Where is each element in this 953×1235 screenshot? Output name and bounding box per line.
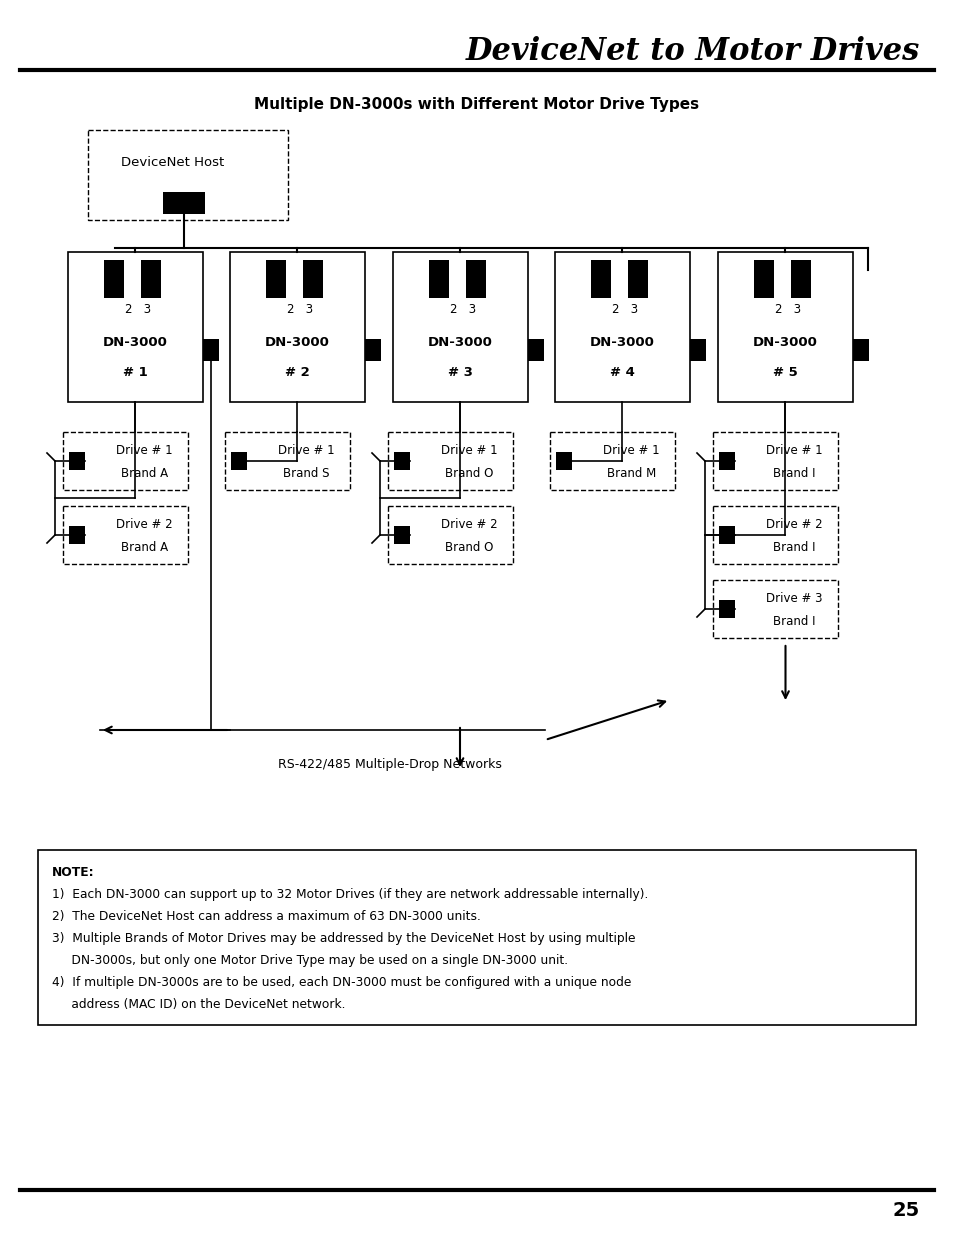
Bar: [754, 261, 774, 298]
Text: Drive # 2: Drive # 2: [765, 517, 821, 531]
Text: # 1: # 1: [123, 366, 148, 378]
Text: Brand O: Brand O: [445, 467, 493, 480]
Text: Drive # 1: Drive # 1: [765, 445, 821, 457]
Bar: [627, 261, 647, 298]
Text: Drive # 1: Drive # 1: [277, 445, 335, 457]
Text: address (MAC ID) on the DeviceNet network.: address (MAC ID) on the DeviceNet networ…: [52, 998, 345, 1011]
Bar: [388, 506, 513, 564]
Bar: [790, 261, 810, 298]
Bar: [88, 130, 288, 220]
Text: 2   3: 2 3: [775, 303, 801, 316]
Text: Brand I: Brand I: [772, 541, 815, 555]
Text: # 5: # 5: [772, 366, 797, 378]
Text: # 3: # 3: [448, 366, 473, 378]
Text: DN-3000: DN-3000: [590, 336, 655, 348]
Bar: [63, 506, 188, 564]
Bar: [163, 191, 205, 214]
Text: Brand I: Brand I: [772, 615, 815, 629]
Bar: [303, 261, 322, 298]
Bar: [104, 261, 124, 298]
Text: Drive # 1: Drive # 1: [116, 445, 172, 457]
Bar: [555, 252, 689, 403]
Text: Brand A: Brand A: [121, 467, 168, 480]
Text: Brand M: Brand M: [606, 467, 655, 480]
Bar: [69, 452, 85, 471]
Bar: [719, 452, 734, 471]
Bar: [388, 432, 513, 490]
Bar: [719, 526, 734, 543]
Text: DN-3000: DN-3000: [428, 336, 493, 348]
Bar: [365, 338, 380, 361]
Text: Brand A: Brand A: [121, 541, 168, 555]
Bar: [231, 452, 247, 471]
Bar: [527, 338, 543, 361]
Text: # 4: # 4: [609, 366, 635, 378]
Bar: [718, 252, 852, 403]
Text: 25: 25: [892, 1200, 919, 1219]
Text: DN-3000: DN-3000: [752, 336, 817, 348]
Bar: [591, 261, 611, 298]
Text: 2   3: 2 3: [125, 303, 152, 316]
Bar: [394, 452, 410, 471]
Bar: [465, 261, 485, 298]
Text: Drive # 1: Drive # 1: [440, 445, 497, 457]
Text: Multiple DN-3000s with Different Motor Drive Types: Multiple DN-3000s with Different Motor D…: [254, 98, 699, 112]
Bar: [394, 526, 410, 543]
Bar: [203, 338, 219, 361]
Bar: [550, 432, 675, 490]
Bar: [712, 506, 837, 564]
Text: Drive # 2: Drive # 2: [440, 517, 497, 531]
Bar: [429, 261, 449, 298]
Bar: [63, 432, 188, 490]
Bar: [141, 261, 161, 298]
Bar: [69, 526, 85, 543]
Text: Drive # 3: Drive # 3: [765, 592, 821, 605]
Bar: [225, 432, 350, 490]
Text: Brand S: Brand S: [283, 467, 329, 480]
Bar: [38, 850, 915, 1025]
Text: # 2: # 2: [285, 366, 310, 378]
Text: 2   3: 2 3: [450, 303, 476, 316]
Text: 3)  Multiple Brands of Motor Drives may be addressed by the DeviceNet Host by us: 3) Multiple Brands of Motor Drives may b…: [52, 932, 635, 945]
Bar: [712, 580, 837, 638]
Text: DeviceNet Host: DeviceNet Host: [121, 156, 224, 168]
Text: Drive # 1: Drive # 1: [602, 445, 659, 457]
Text: DN-3000: DN-3000: [103, 336, 168, 348]
Text: 2   3: 2 3: [612, 303, 638, 316]
Text: Drive # 2: Drive # 2: [116, 517, 172, 531]
Bar: [556, 452, 572, 471]
Text: DN-3000s, but only one Motor Drive Type may be used on a single DN-3000 unit.: DN-3000s, but only one Motor Drive Type …: [52, 953, 568, 967]
Bar: [393, 252, 527, 403]
Bar: [689, 338, 705, 361]
Text: Brand I: Brand I: [772, 467, 815, 480]
Bar: [230, 252, 365, 403]
Text: DN-3000: DN-3000: [265, 336, 330, 348]
Text: 2   3: 2 3: [287, 303, 313, 316]
Bar: [852, 338, 868, 361]
Text: 4)  If multiple DN-3000s are to be used, each DN-3000 must be configured with a : 4) If multiple DN-3000s are to be used, …: [52, 976, 631, 989]
Text: 1)  Each DN-3000 can support up to 32 Motor Drives (if they are network addressa: 1) Each DN-3000 can support up to 32 Mot…: [52, 888, 648, 902]
Bar: [266, 261, 286, 298]
Bar: [68, 252, 203, 403]
Bar: [719, 600, 734, 618]
Text: RS-422/485 Multiple-Drop Networks: RS-422/485 Multiple-Drop Networks: [277, 758, 501, 771]
Text: Brand O: Brand O: [445, 541, 493, 555]
Text: DeviceNet to Motor Drives: DeviceNet to Motor Drives: [465, 37, 919, 68]
Text: 2)  The DeviceNet Host can address a maximum of 63 DN-3000 units.: 2) The DeviceNet Host can address a maxi…: [52, 910, 480, 923]
Text: NOTE:: NOTE:: [52, 866, 94, 879]
Bar: [712, 432, 837, 490]
